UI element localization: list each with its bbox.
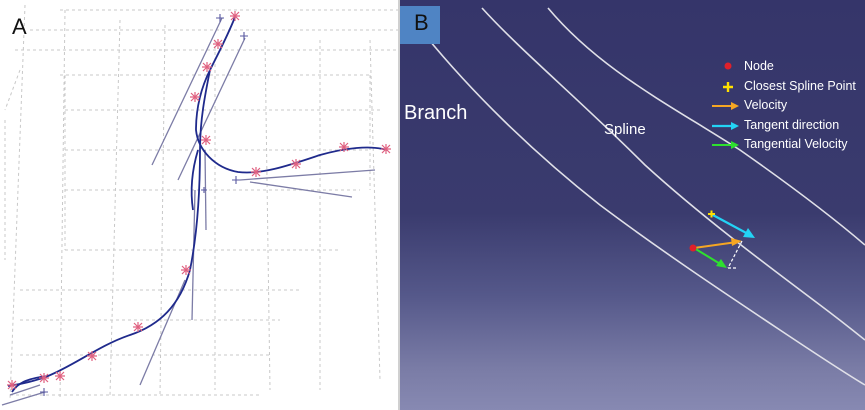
panel-divider bbox=[398, 0, 400, 410]
node-markers bbox=[7, 11, 391, 390]
legend-label: Tangential Velocity bbox=[744, 137, 848, 151]
vessel-walls bbox=[424, 7, 865, 386]
panel-a-letter: A bbox=[12, 14, 27, 39]
orange-arrow-icon bbox=[712, 102, 739, 110]
legend-label: Closest Spline Point bbox=[744, 78, 856, 93]
panel-b: B Branch Spline Node Closest Spline Poin… bbox=[400, 0, 865, 410]
panel-a: A bbox=[0, 0, 399, 410]
panel-b-canvas bbox=[424, 7, 865, 386]
vessel-centerline bbox=[7, 16, 388, 393]
branch-label: Branch bbox=[404, 102, 468, 124]
spline-label: Spline bbox=[604, 121, 646, 138]
velocity-vectors bbox=[1, 17, 376, 406]
legend-label: Velocity bbox=[744, 98, 788, 112]
yellow-plus-icon bbox=[723, 81, 733, 92]
red-dot-icon bbox=[724, 62, 732, 70]
grid-3d bbox=[4, 4, 398, 401]
cyan-arrow-icon bbox=[712, 121, 739, 130]
tangential-velocity-arrowhead bbox=[716, 259, 727, 268]
velocity-arrowhead bbox=[731, 238, 742, 246]
panel-b-letter-box bbox=[400, 6, 440, 44]
closest-spline-point-marker bbox=[708, 210, 715, 218]
legend-label: Node bbox=[744, 59, 774, 73]
panel-b-letter: B bbox=[414, 10, 429, 35]
node-marker bbox=[689, 244, 697, 252]
green-arrow-icon bbox=[712, 141, 739, 149]
legend-label: Tangent direction bbox=[744, 117, 840, 132]
vector-decomposition bbox=[689, 210, 755, 269]
panel-a-canvas bbox=[1, 4, 398, 406]
tangent-arrowhead bbox=[743, 228, 755, 238]
vector-tips bbox=[40, 14, 248, 396]
